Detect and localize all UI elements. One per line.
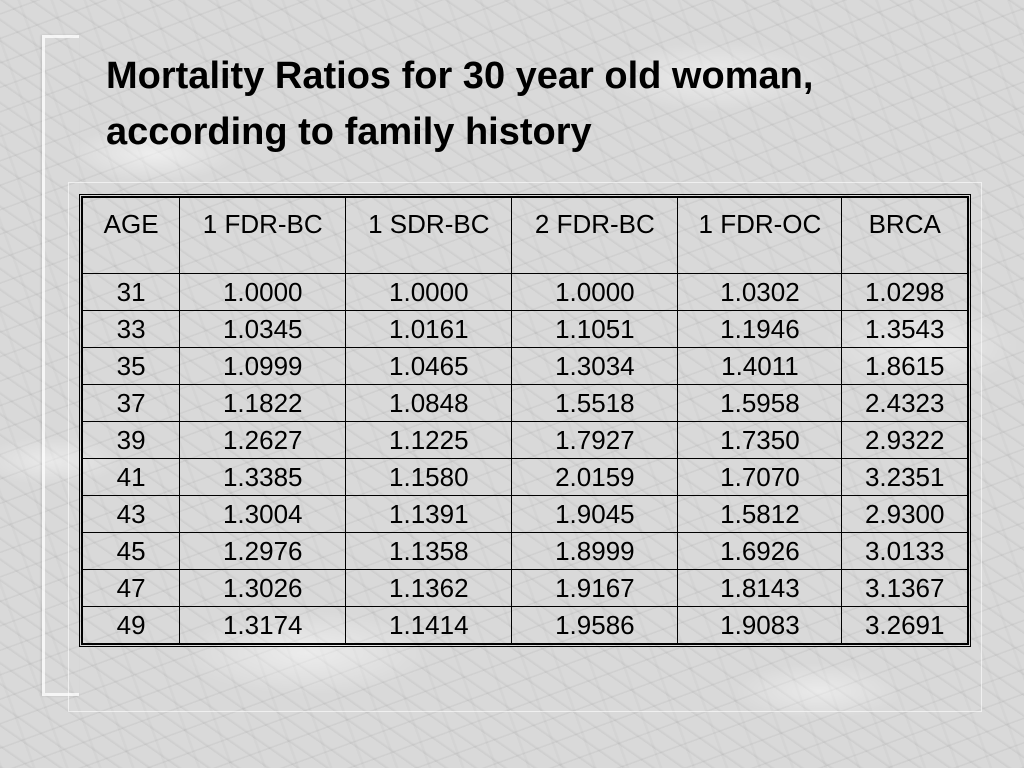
cell-2-fdr-bc: 2.0159: [511, 458, 679, 496]
cell-2-fdr-bc: 1.0000: [511, 273, 679, 311]
cell-1-fdr-bc: 1.0999: [179, 347, 347, 385]
cell-1-fdr-bc: 1.3026: [179, 569, 347, 607]
cell-1-fdr-bc: 1.3174: [179, 606, 347, 644]
cell-brca: 2.9300: [841, 495, 968, 533]
cell-1-sdr-bc: 1.1414: [345, 606, 513, 644]
table-row: 41 1.3385 1.1580 2.0159 1.7070 3.2351: [81, 458, 968, 496]
cell-2-fdr-bc: 1.9586: [511, 606, 679, 644]
column-header-2-fdr-bc: 2 FDR-BC: [511, 197, 679, 274]
cell-brca: 1.8615: [841, 347, 968, 385]
cell-1-fdr-oc: 1.7070: [677, 458, 843, 496]
column-header-age: AGE: [81, 197, 181, 274]
cell-1-sdr-bc: 1.0161: [345, 310, 513, 348]
cell-1-fdr-bc: 1.2627: [179, 421, 347, 459]
cell-age: 39: [81, 421, 181, 459]
cell-1-sdr-bc: 1.0465: [345, 347, 513, 385]
cell-brca: 2.9322: [841, 421, 968, 459]
cell-brca: 3.2691: [841, 606, 968, 644]
cell-1-fdr-bc: 1.0345: [179, 310, 347, 348]
cell-age: 31: [81, 273, 181, 311]
mortality-ratio-table: AGE 1 FDR-BC 1 SDR-BC 2 FDR-BC 1 FDR-OC …: [81, 197, 968, 644]
cell-age: 33: [81, 310, 181, 348]
table-body: 31 1.0000 1.0000 1.0000 1.0302 1.0298 33 1.0345…: [81, 273, 968, 644]
cell-1-sdr-bc: 1.0848: [345, 384, 513, 422]
table-row: 47 1.3026 1.1362 1.9167 1.8143 3.1367: [81, 569, 968, 607]
cell-1-fdr-oc: 1.5958: [677, 384, 843, 422]
table-row: 33 1.0345 1.0161 1.1051 1.1946 1.3543: [81, 310, 968, 348]
cell-age: 49: [81, 606, 181, 644]
cell-1-fdr-bc: 1.2976: [179, 532, 347, 570]
decorative-frame: [68, 182, 982, 712]
cell-brca: 2.4323: [841, 384, 968, 422]
cell-2-fdr-bc: 1.3034: [511, 347, 679, 385]
table-row: 39 1.2627 1.1225 1.7927 1.7350 2.9322: [81, 421, 968, 459]
cell-1-fdr-oc: 1.6926: [677, 532, 843, 570]
decorative-bracket: [42, 35, 79, 696]
slide-title-line-1: Mortality Ratios for 30 year old woman,: [106, 55, 814, 97]
cell-age: 47: [81, 569, 181, 607]
cell-1-sdr-bc: 1.1358: [345, 532, 513, 570]
cell-1-fdr-bc: 1.0000: [179, 273, 347, 311]
cell-1-sdr-bc: 1.1580: [345, 458, 513, 496]
cell-age: 43: [81, 495, 181, 533]
cell-brca: 3.0133: [841, 532, 968, 570]
mortality-table-frame: AGE 1 FDR-BC 1 SDR-BC 2 FDR-BC 1 FDR-OC …: [79, 194, 971, 647]
cell-1-fdr-oc: 1.9083: [677, 606, 843, 644]
table-row: 37 1.1822 1.0848 1.5518 1.5958 2.4323: [81, 384, 968, 422]
table-header-row: AGE 1 FDR-BC 1 SDR-BC 2 FDR-BC 1 FDR-OC …: [81, 197, 968, 274]
cell-brca: 3.2351: [841, 458, 968, 496]
cell-1-fdr-oc: 1.7350: [677, 421, 843, 459]
cell-1-fdr-bc: 1.3004: [179, 495, 347, 533]
cell-age: 41: [81, 458, 181, 496]
cell-1-fdr-bc: 1.1822: [179, 384, 347, 422]
cell-age: 37: [81, 384, 181, 422]
slide-title-line-2: according to family history: [106, 111, 592, 153]
cell-1-sdr-bc: 1.1362: [345, 569, 513, 607]
cell-brca: 3.1367: [841, 569, 968, 607]
column-header-1-sdr-bc: 1 SDR-BC: [345, 197, 513, 274]
table-row: 31 1.0000 1.0000 1.0000 1.0302 1.0298: [81, 273, 968, 311]
cell-1-fdr-oc: 1.0302: [677, 273, 843, 311]
cell-1-fdr-oc: 1.8143: [677, 569, 843, 607]
cell-2-fdr-bc: 1.7927: [511, 421, 679, 459]
cell-age: 35: [81, 347, 181, 385]
slide-title: Mortality Ratios for 30 year old woman, …: [106, 48, 986, 160]
cell-1-fdr-oc: 1.4011: [677, 347, 843, 385]
cell-1-sdr-bc: 1.1391: [345, 495, 513, 533]
cell-1-fdr-oc: 1.5812: [677, 495, 843, 533]
cell-2-fdr-bc: 1.9045: [511, 495, 679, 533]
cell-1-fdr-bc: 1.3385: [179, 458, 347, 496]
table-row: 45 1.2976 1.1358 1.8999 1.6926 3.0133: [81, 532, 968, 570]
column-header-1-fdr-oc: 1 FDR-OC: [677, 197, 843, 274]
cell-2-fdr-bc: 1.5518: [511, 384, 679, 422]
cell-2-fdr-bc: 1.9167: [511, 569, 679, 607]
table-row: 35 1.0999 1.0465 1.3034 1.4011 1.8615: [81, 347, 968, 385]
column-header-1-fdr-bc: 1 FDR-BC: [179, 197, 347, 274]
cell-2-fdr-bc: 1.8999: [511, 532, 679, 570]
cell-brca: 1.3543: [841, 310, 968, 348]
cell-1-sdr-bc: 1.1225: [345, 421, 513, 459]
table-row: 49 1.3174 1.1414 1.9586 1.9083 3.2691: [81, 606, 968, 644]
cell-age: 45: [81, 532, 181, 570]
column-header-brca: BRCA: [841, 197, 968, 274]
cell-2-fdr-bc: 1.1051: [511, 310, 679, 348]
table-row: 43 1.3004 1.1391 1.9045 1.5812 2.9300: [81, 495, 968, 533]
cell-brca: 1.0298: [841, 273, 968, 311]
cell-1-sdr-bc: 1.0000: [345, 273, 513, 311]
cell-1-fdr-oc: 1.1946: [677, 310, 843, 348]
